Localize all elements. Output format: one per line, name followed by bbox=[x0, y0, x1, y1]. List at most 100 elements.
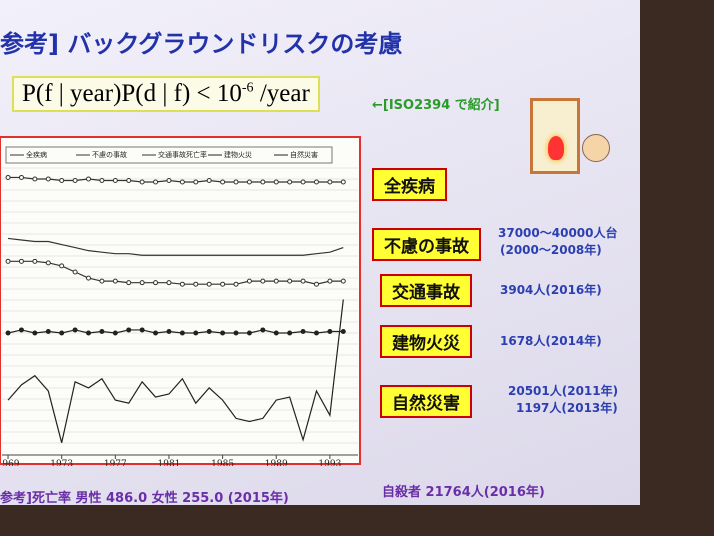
point bbox=[86, 330, 92, 336]
chart-frame bbox=[0, 136, 361, 465]
point bbox=[153, 280, 159, 286]
point bbox=[246, 330, 252, 336]
point bbox=[5, 258, 11, 264]
point bbox=[287, 278, 293, 284]
point bbox=[72, 269, 78, 275]
point bbox=[166, 178, 172, 183]
point bbox=[206, 281, 212, 287]
point bbox=[45, 260, 51, 266]
point bbox=[233, 330, 239, 336]
point bbox=[166, 328, 172, 334]
label-box: 自然災害 bbox=[380, 385, 472, 418]
x-tick-label: 1993 bbox=[318, 460, 341, 467]
point bbox=[260, 179, 266, 185]
point bbox=[300, 179, 306, 185]
point bbox=[112, 278, 118, 284]
point bbox=[220, 330, 226, 336]
legend-frame bbox=[5, 146, 333, 164]
formula-unit: /year bbox=[259, 80, 310, 107]
point bbox=[300, 328, 306, 334]
point bbox=[153, 330, 159, 336]
point bbox=[59, 330, 65, 336]
label-box: 不慮の事故 bbox=[372, 228, 481, 261]
point bbox=[313, 330, 319, 336]
label-box: 全疾病 bbox=[372, 168, 447, 201]
point bbox=[313, 179, 319, 185]
point bbox=[99, 328, 105, 334]
point bbox=[112, 330, 118, 336]
point bbox=[72, 327, 78, 333]
point bbox=[300, 278, 306, 284]
point bbox=[233, 281, 239, 287]
title: 参考] バックグラウンドリスクの考慮 bbox=[0, 30, 403, 58]
x-tick-label: 1977 bbox=[104, 460, 127, 467]
footer-left: 参考]死亡率 男性 486.0 女性 255.0 (2015年) bbox=[0, 491, 289, 506]
point bbox=[220, 179, 226, 185]
point bbox=[59, 178, 65, 183]
reference: ←[ISO2394 で紹介] bbox=[372, 98, 500, 113]
legend-label: 建物火災 bbox=[224, 150, 252, 159]
point bbox=[99, 178, 105, 183]
point bbox=[340, 278, 346, 284]
point bbox=[45, 176, 51, 182]
point bbox=[153, 179, 159, 185]
footer-right: 自殺者 21764人(2016年) bbox=[382, 485, 545, 500]
point bbox=[273, 278, 279, 284]
point bbox=[220, 281, 226, 287]
point bbox=[287, 330, 293, 336]
person-icon bbox=[582, 134, 610, 162]
legend-label: 不慮の事故 bbox=[92, 150, 127, 159]
point bbox=[179, 330, 185, 336]
note: 3904人(2016年) bbox=[500, 283, 602, 297]
legend-label: 自然災害 bbox=[290, 150, 318, 159]
point bbox=[340, 328, 346, 334]
point bbox=[5, 330, 11, 336]
point bbox=[246, 179, 252, 185]
formula-exponent: -6 bbox=[241, 80, 254, 96]
note: 1197人(2013年) bbox=[516, 401, 618, 415]
series-line bbox=[7, 299, 344, 443]
point bbox=[18, 327, 24, 333]
point bbox=[45, 328, 51, 334]
point bbox=[327, 328, 333, 334]
point bbox=[233, 179, 239, 185]
point bbox=[139, 280, 145, 286]
point bbox=[179, 179, 185, 185]
point bbox=[99, 278, 105, 284]
point bbox=[86, 275, 92, 281]
point bbox=[139, 179, 145, 185]
point bbox=[18, 174, 24, 180]
point bbox=[112, 178, 118, 183]
point bbox=[18, 258, 24, 264]
x-tick-label: 1989 bbox=[265, 460, 288, 467]
point bbox=[166, 280, 172, 286]
point bbox=[59, 263, 65, 269]
window-icon bbox=[530, 98, 580, 174]
label-box: 交通事故 bbox=[380, 274, 472, 307]
legend-label: 交通事故死亡率 bbox=[158, 150, 207, 159]
slide: 参考] バックグラウンドリスクの考慮 P(f | year)P(d | f) <… bbox=[0, 0, 640, 506]
formula-base: P(f | year)P(d | f) < 10 bbox=[22, 80, 242, 107]
chart: 1969 1973 1977 1981 1985 1989 1993 全疾病 不慮の事故 交通事故… bbox=[0, 136, 361, 467]
point bbox=[126, 178, 132, 183]
fire-icon bbox=[548, 136, 564, 160]
point bbox=[139, 327, 145, 333]
point bbox=[260, 327, 266, 333]
x-tick-label: 1969 bbox=[0, 460, 20, 467]
point bbox=[193, 330, 199, 336]
point bbox=[327, 179, 333, 185]
point bbox=[32, 330, 38, 336]
note: (2000～2008年) bbox=[500, 243, 602, 257]
point bbox=[32, 258, 38, 264]
point bbox=[193, 281, 199, 287]
point bbox=[32, 176, 38, 182]
point bbox=[327, 278, 333, 284]
point bbox=[179, 281, 185, 287]
formula: P(f | year)P(d | f) < 10-6 /year bbox=[12, 76, 320, 112]
point bbox=[86, 176, 92, 182]
x-tick-label: 1985 bbox=[211, 460, 234, 467]
point bbox=[5, 174, 11, 180]
point bbox=[72, 178, 78, 183]
point bbox=[273, 330, 279, 336]
